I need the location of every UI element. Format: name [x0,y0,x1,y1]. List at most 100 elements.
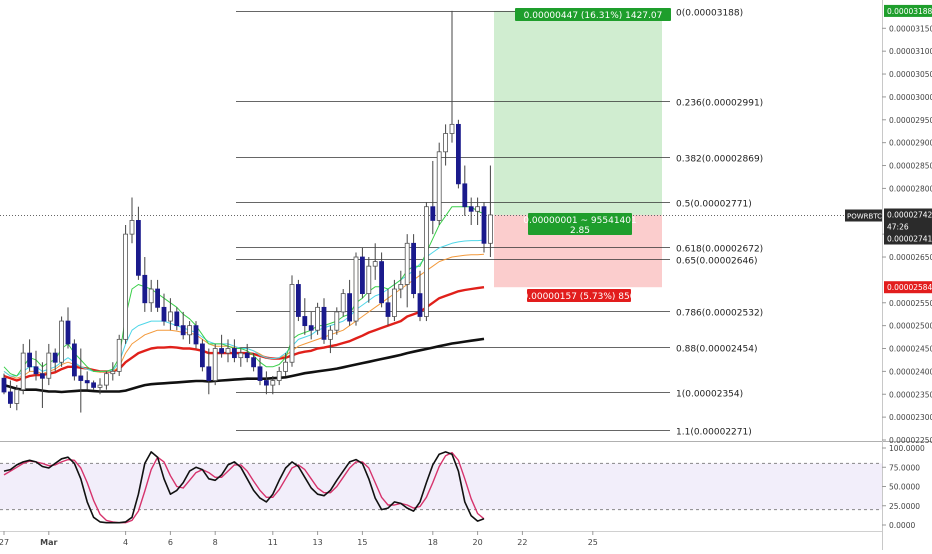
candle-body [327,329,333,340]
stoch-tick-label: 75.0000 [889,463,920,472]
ema-price-tag-bg [884,281,932,294]
target-label-bg [515,8,671,21]
candle-body [443,133,449,153]
candle-body [257,366,263,381]
fib-level-label: 0.618(0.00002672) [676,245,763,255]
time-tick-label: 8 [213,538,218,547]
candle-body [289,284,295,363]
countdown-tag-bg [884,220,932,233]
candle-body [372,261,378,267]
candle-body [430,206,436,221]
stoch-tick-label: 100.0000 [889,444,925,453]
time-tick-label: 25 [588,538,598,547]
candle-body [411,242,417,295]
candle-body [97,384,103,388]
last-price-tag-bg [884,208,932,221]
top-marker-tag-bg [884,4,932,17]
time-tick-label: 13 [313,538,323,547]
time-tick-label: 18 [428,538,438,547]
fib-level-label: 0.236(0.00002991) [676,99,763,109]
candle-body [206,366,212,381]
candle-body [295,284,301,317]
price-tick-label: 0.00002950 [889,116,932,125]
time-tick-label: 27 [0,538,9,547]
candle-body [167,311,173,322]
candle-body [334,311,340,331]
candle-body [475,206,481,212]
candle-body [116,338,122,372]
time-tick-label: 6 [168,538,173,547]
candle-body [78,375,84,381]
candle-body [321,306,327,340]
candle-body [244,352,250,359]
stoch-k-line [3,451,485,524]
price-tick-label: 0.00002900 [889,139,932,148]
position-profit-zone[interactable] [494,10,662,215]
ema-cyan-line [3,239,485,377]
candle-body [276,370,282,381]
fib-level-label: 1.1(0.00002271) [676,428,752,438]
fib-level-label: 0.65(0.00002646) [676,257,757,267]
price-tick-label: 0.00003000 [889,93,932,102]
candle-body [123,233,128,340]
candle-body [212,348,218,381]
price-tick-label: 0.00002500 [889,322,932,331]
candle-body [359,256,365,295]
candle-body [174,311,180,327]
candle-body [104,373,109,386]
candle-body [27,352,33,368]
fib-level-label: 0.786(0.00002532) [676,309,763,319]
candle-body [72,343,77,377]
candle-body [142,274,148,304]
time-tick-label: Mar [40,538,57,547]
candle-body [315,306,321,331]
candle-body [161,306,167,322]
candle-body [270,380,276,386]
price-tick-label: 0.00002450 [889,345,932,354]
entry-label: 0.00000001 ~ 95541401 [523,216,636,226]
fib-level-label: 0.88(0.00002454) [676,345,757,355]
candle-body [155,288,161,308]
candle-body [353,256,359,322]
candle-body [251,357,257,368]
candle-body [283,361,289,372]
candle-body [347,293,353,322]
candle-body [148,288,154,304]
stoch-tick-label: 25.0000 [889,502,920,511]
candle-body [187,325,193,336]
top-marker-tag: 0.00003188 [887,7,932,16]
candle-body [33,366,39,375]
candle-body [52,352,58,363]
candle-body [366,265,372,295]
ema-black-line [3,337,485,394]
symbol-tag-bg [845,209,882,222]
candle-body [462,183,468,208]
candle-body [379,261,385,304]
price-tick-label: 0.00002400 [889,367,932,376]
price-tick-label: 0.00003150 [889,24,932,33]
candle-body [59,320,64,363]
symbol-tag: POWRBTC [847,213,882,221]
candle-body [398,284,404,290]
candle-body [65,320,71,345]
candle-body [1,377,7,393]
fib-level-label: 1(0.00002354) [676,390,743,400]
price-tick-label: 0.00002850 [889,162,932,171]
price-tick-label: 0.00002250 [889,436,932,445]
candle-body [219,348,225,354]
last-price-tag-2-bg [884,232,932,245]
stop-label: 0.00000157 (5.73%) 850 [523,292,636,302]
candle-body [129,220,135,235]
candle-body [455,123,461,185]
last-price-tag: 0.00002742 [887,211,932,220]
time-tick-label: 15 [357,538,367,547]
stoch-tick-label: 0.0000 [889,521,915,530]
candle-body [263,380,269,386]
candle-body [135,220,141,276]
candle-body [449,123,455,134]
candle-body [193,325,199,345]
price-tick-label: 0.00002550 [889,299,932,308]
